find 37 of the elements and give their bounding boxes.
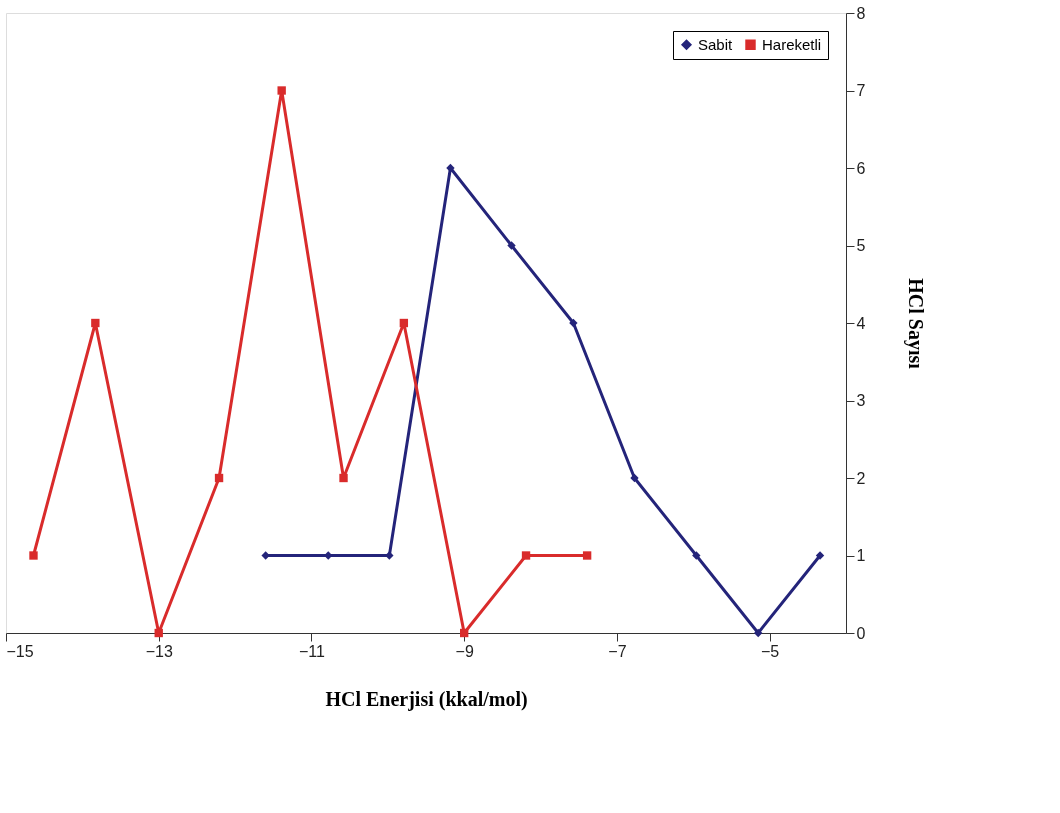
point bbox=[754, 628, 763, 638]
y-tick-label: 8 bbox=[856, 4, 866, 22]
x-tick-label: −9 bbox=[455, 642, 474, 660]
legend-label: Hareketli bbox=[762, 35, 822, 53]
point bbox=[91, 318, 100, 328]
point bbox=[507, 241, 516, 250]
point bbox=[815, 551, 825, 560]
point bbox=[277, 86, 286, 95]
point bbox=[385, 551, 394, 560]
x-tick-label: −11 bbox=[298, 642, 326, 660]
point bbox=[261, 551, 270, 560]
point bbox=[339, 473, 348, 483]
y-tick-label: 4 bbox=[856, 314, 866, 332]
y-axis-title: HCl Sayısı bbox=[904, 278, 928, 370]
x-tick-label: −15 bbox=[6, 642, 34, 660]
point bbox=[214, 473, 224, 483]
point bbox=[630, 473, 639, 483]
y-tick-label: 1 bbox=[856, 547, 866, 564]
point bbox=[29, 551, 38, 560]
point bbox=[692, 551, 701, 560]
point bbox=[569, 318, 578, 328]
x-axis-title: HCl Enerjisi (kkal/mol) bbox=[325, 687, 528, 711]
x-tick-label: −13 bbox=[145, 642, 173, 660]
legend-label: Sabit bbox=[698, 35, 734, 53]
point bbox=[154, 628, 163, 638]
y-tick-label: 6 bbox=[856, 159, 866, 177]
y-tick-label: 3 bbox=[856, 392, 866, 409]
point bbox=[460, 628, 469, 638]
x-tick-label: −5 bbox=[761, 642, 780, 660]
y-tick-label: 5 bbox=[856, 237, 866, 254]
point bbox=[399, 318, 409, 328]
y-tick-label: 2 bbox=[856, 469, 866, 487]
y-tick-label: 7 bbox=[856, 82, 866, 99]
point bbox=[521, 551, 531, 560]
point bbox=[582, 551, 592, 560]
y-tick-label: 0 bbox=[856, 624, 866, 642]
x-tick-label: −7 bbox=[608, 642, 627, 660]
